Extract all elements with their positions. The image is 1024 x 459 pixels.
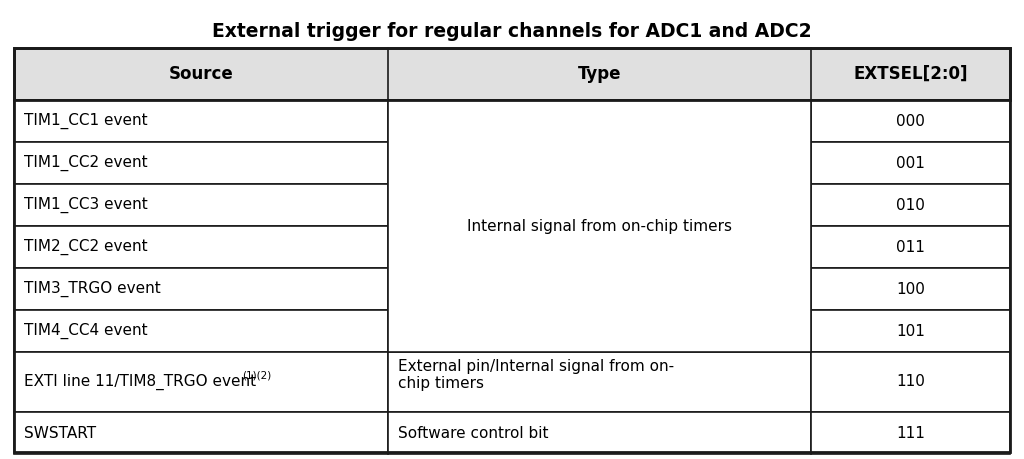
Text: TIM2_CC2 event: TIM2_CC2 event bbox=[24, 239, 147, 255]
Bar bbox=[387, 100, 811, 352]
Bar bbox=[811, 310, 1010, 352]
Bar bbox=[14, 226, 387, 268]
Text: TIM4_CC4 event: TIM4_CC4 event bbox=[24, 323, 147, 339]
Bar bbox=[14, 100, 387, 142]
Text: TIM1_CC3 event: TIM1_CC3 event bbox=[24, 197, 147, 213]
Bar bbox=[811, 142, 1010, 184]
Text: 011: 011 bbox=[896, 240, 925, 254]
Text: TIM3_TRGO event: TIM3_TRGO event bbox=[24, 281, 161, 297]
Text: EXTI line 11/TIM8_TRGO event: EXTI line 11/TIM8_TRGO event bbox=[24, 374, 256, 390]
Text: 010: 010 bbox=[896, 197, 925, 213]
Text: 000: 000 bbox=[896, 113, 925, 129]
Text: External trigger for regular channels for ADC1 and ADC2: External trigger for regular channels fo… bbox=[212, 22, 812, 41]
Bar bbox=[387, 352, 811, 412]
Bar bbox=[14, 268, 387, 310]
Bar bbox=[811, 100, 1010, 142]
Text: 100: 100 bbox=[896, 281, 925, 297]
Text: TIM1_CC1 event: TIM1_CC1 event bbox=[24, 113, 147, 129]
Text: 110: 110 bbox=[896, 375, 925, 390]
Bar bbox=[811, 352, 1010, 412]
Text: Internal signal from on-chip timers: Internal signal from on-chip timers bbox=[467, 218, 732, 234]
Bar bbox=[387, 412, 811, 454]
Bar bbox=[14, 310, 387, 352]
Bar bbox=[14, 412, 387, 454]
Text: External pin/Internal signal from on-
chip timers: External pin/Internal signal from on- ch… bbox=[397, 359, 674, 391]
Bar bbox=[811, 226, 1010, 268]
Bar bbox=[14, 48, 1010, 100]
Bar bbox=[811, 268, 1010, 310]
Text: TIM1_CC2 event: TIM1_CC2 event bbox=[24, 155, 147, 171]
Text: SWSTART: SWSTART bbox=[24, 425, 96, 441]
Bar bbox=[14, 184, 387, 226]
Text: Software control bit: Software control bit bbox=[397, 425, 548, 441]
Bar bbox=[14, 142, 387, 184]
Text: 001: 001 bbox=[896, 156, 925, 170]
Bar bbox=[811, 184, 1010, 226]
Bar bbox=[14, 352, 387, 412]
Bar bbox=[811, 412, 1010, 454]
Text: 101: 101 bbox=[896, 324, 925, 338]
Text: 111: 111 bbox=[896, 425, 925, 441]
Text: Type: Type bbox=[578, 65, 621, 83]
Text: EXTSEL[2:0]: EXTSEL[2:0] bbox=[853, 65, 968, 83]
Text: Source: Source bbox=[168, 65, 233, 83]
Bar bbox=[14, 48, 1010, 452]
Text: (1)(2): (1)(2) bbox=[242, 371, 271, 381]
